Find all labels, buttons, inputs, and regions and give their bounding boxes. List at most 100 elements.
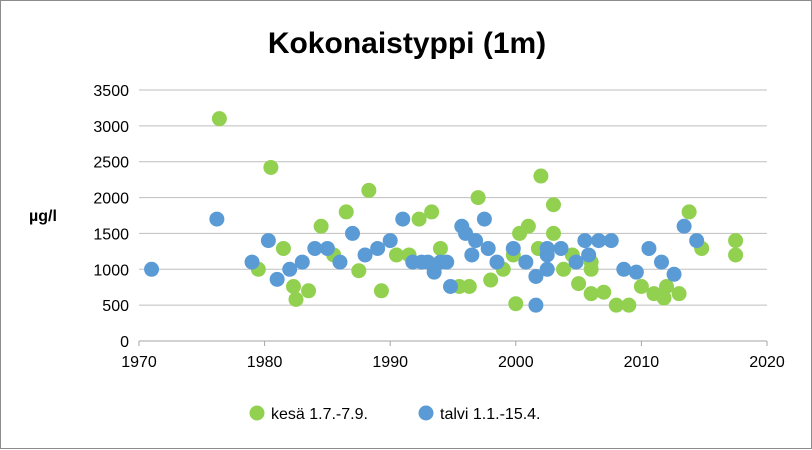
point-kesa-34 [583,286,599,302]
point-kesa-40 [633,278,649,294]
point-kesa-5 [288,291,304,307]
point-talvi-12 [370,240,386,256]
point-talvi-14 [395,211,411,227]
point-kesa-6 [301,283,317,299]
point-talvi-25 [468,233,484,249]
point-talvi-37 [568,254,584,270]
point-kesa-7 [313,218,329,234]
y-tick-labels: 0 500 1000 1500 2000 2500 3000 3500 [93,83,129,351]
point-kesa-48 [728,247,744,263]
y-axis-label: µg/l [29,208,57,225]
point-talvi-33 [539,261,555,277]
point-kesa-29 [545,197,561,213]
point-kesa-16 [424,204,440,220]
y-tick-1000: 1000 [93,262,129,279]
point-talvi-29 [505,240,521,256]
point-kesa-31 [556,261,572,277]
point-talvi-41 [603,233,619,249]
point-talvi-6 [294,254,310,270]
point-talvi-20 [439,254,455,270]
x-tick-labels: 1970 1980 1990 2000 2010 2020 [121,354,785,371]
y-tick-3500: 3500 [93,83,129,100]
point-talvi-8 [319,240,335,256]
point-talvi-21 [442,278,458,294]
point-talvi-3 [260,233,276,249]
point-talvi-48 [689,233,705,249]
point-kesa-10 [351,263,367,279]
point-talvi-9 [332,254,348,270]
point-talvi-7 [307,240,323,256]
legend-label-1: talvi 1.1.-15.4. [440,406,541,423]
point-talvi-43 [628,264,644,280]
point-kesa-0 [211,111,227,127]
point-talvi-0 [144,261,160,277]
point-kesa-9 [338,204,354,220]
point-kesa-39 [621,297,637,313]
x-tick-1990: 1990 [372,354,408,371]
point-kesa-3 [275,240,291,256]
y-tick-2000: 2000 [93,191,129,208]
point-kesa-43 [659,278,675,294]
point-talvi-26 [476,211,492,227]
point-kesa-36 [583,261,599,277]
point-kesa-44 [671,286,687,302]
point-kesa-19 [461,278,477,294]
point-kesa-47 [728,233,744,249]
point-kesa-28 [533,168,549,184]
legend-marker-0 [249,405,265,421]
point-kesa-33 [571,276,587,292]
x-tick-2000: 2000 [498,354,534,371]
point-kesa-30 [545,225,561,241]
point-talvi-4 [269,271,285,287]
point-talvi-40 [591,233,607,249]
y-tick-500: 500 [102,298,129,315]
point-talvi-10 [345,225,361,241]
point-kesa-45 [681,204,697,220]
point-talvi-11 [357,247,373,263]
point-talvi-31 [528,297,544,313]
x-tick-1980: 1980 [247,354,283,371]
point-kesa-37 [596,284,612,300]
point-kesa-2 [263,159,279,175]
point-talvi-1 [209,211,225,227]
point-talvi-30 [518,254,534,270]
point-talvi-45 [653,254,669,270]
point-kesa-4 [285,278,301,294]
point-talvi-42 [616,261,632,277]
point-kesa-17 [432,240,448,256]
point-kesa-42 [656,290,672,306]
point-kesa-38 [608,297,624,313]
point-talvi-2 [244,254,260,270]
point-kesa-15 [411,211,427,227]
point-kesa-26 [520,218,536,234]
point-talvi-36 [553,240,569,256]
legend-marker-1 [418,405,434,421]
x-tick-2020: 2020 [749,354,785,371]
y-tick-0: 0 [120,334,129,351]
point-talvi-27 [480,240,496,256]
y-tick-3000: 3000 [93,119,129,136]
point-talvi-38 [577,233,593,249]
point-talvi-13 [382,233,398,249]
chart-title: Kokonaistyppi (1m) [268,27,546,60]
data-points [144,111,744,313]
point-talvi-32 [528,268,544,284]
point-talvi-35 [539,240,555,256]
point-kesa-11 [361,182,377,198]
point-talvi-39 [581,247,597,263]
legend: kesä 1.7.-7.9. talvi 1.1.-15.4. [249,405,541,423]
gridlines [138,89,768,346]
point-talvi-44 [641,240,657,256]
point-talvi-46 [666,266,682,282]
point-kesa-13 [388,247,404,263]
point-talvi-47 [676,218,692,234]
legend-label-0: kesä 1.7.-7.9. [271,406,368,423]
point-kesa-12 [373,283,389,299]
y-tick-2500: 2500 [93,155,129,172]
point-kesa-24 [508,296,524,312]
point-talvi-28 [489,254,505,270]
x-tick-1970: 1970 [121,354,157,371]
point-talvi-24 [464,247,480,263]
